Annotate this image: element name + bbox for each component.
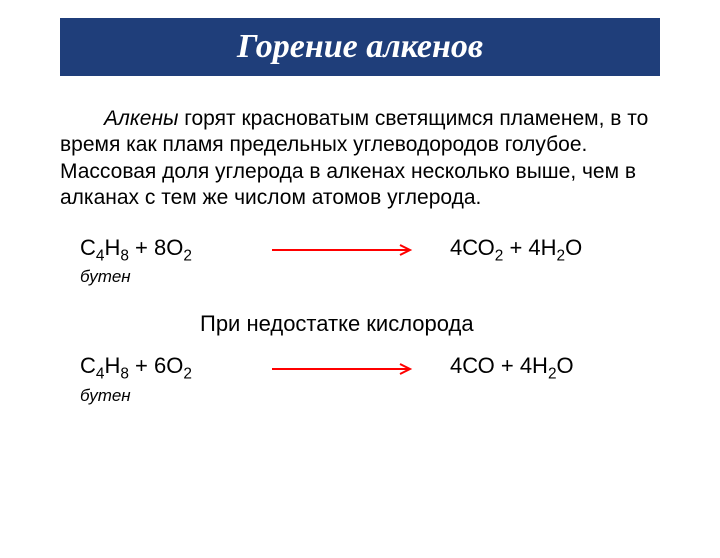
equation-1: С4Н8 + 8О2 4СО2 + 4Н2О бутен: [80, 235, 720, 287]
page-title: Горение алкенов: [80, 28, 640, 66]
eq2-lhs: С4Н8 + 6О2: [80, 353, 270, 383]
arrow-icon: [270, 243, 420, 257]
eq2-rhs: 4СО + 4Н2О: [450, 353, 574, 383]
subheading: При недостатке кислорода: [200, 311, 720, 337]
eq1-lhs: С4Н8 + 8О2: [80, 235, 270, 265]
equation-2: С4Н8 + 6О2 4СО + 4Н2О бутен: [80, 353, 720, 405]
eq2-label: бутен: [80, 386, 720, 406]
arrow-icon: [270, 362, 420, 376]
lead-word: Алкены: [104, 107, 178, 130]
eq1-rhs: 4СО2 + 4Н2О: [450, 235, 582, 265]
body-paragraph: Алкены горят красноватым светящимся плам…: [60, 106, 660, 211]
title-box: Горение алкенов: [60, 18, 660, 76]
eq1-label: бутен: [80, 267, 720, 287]
